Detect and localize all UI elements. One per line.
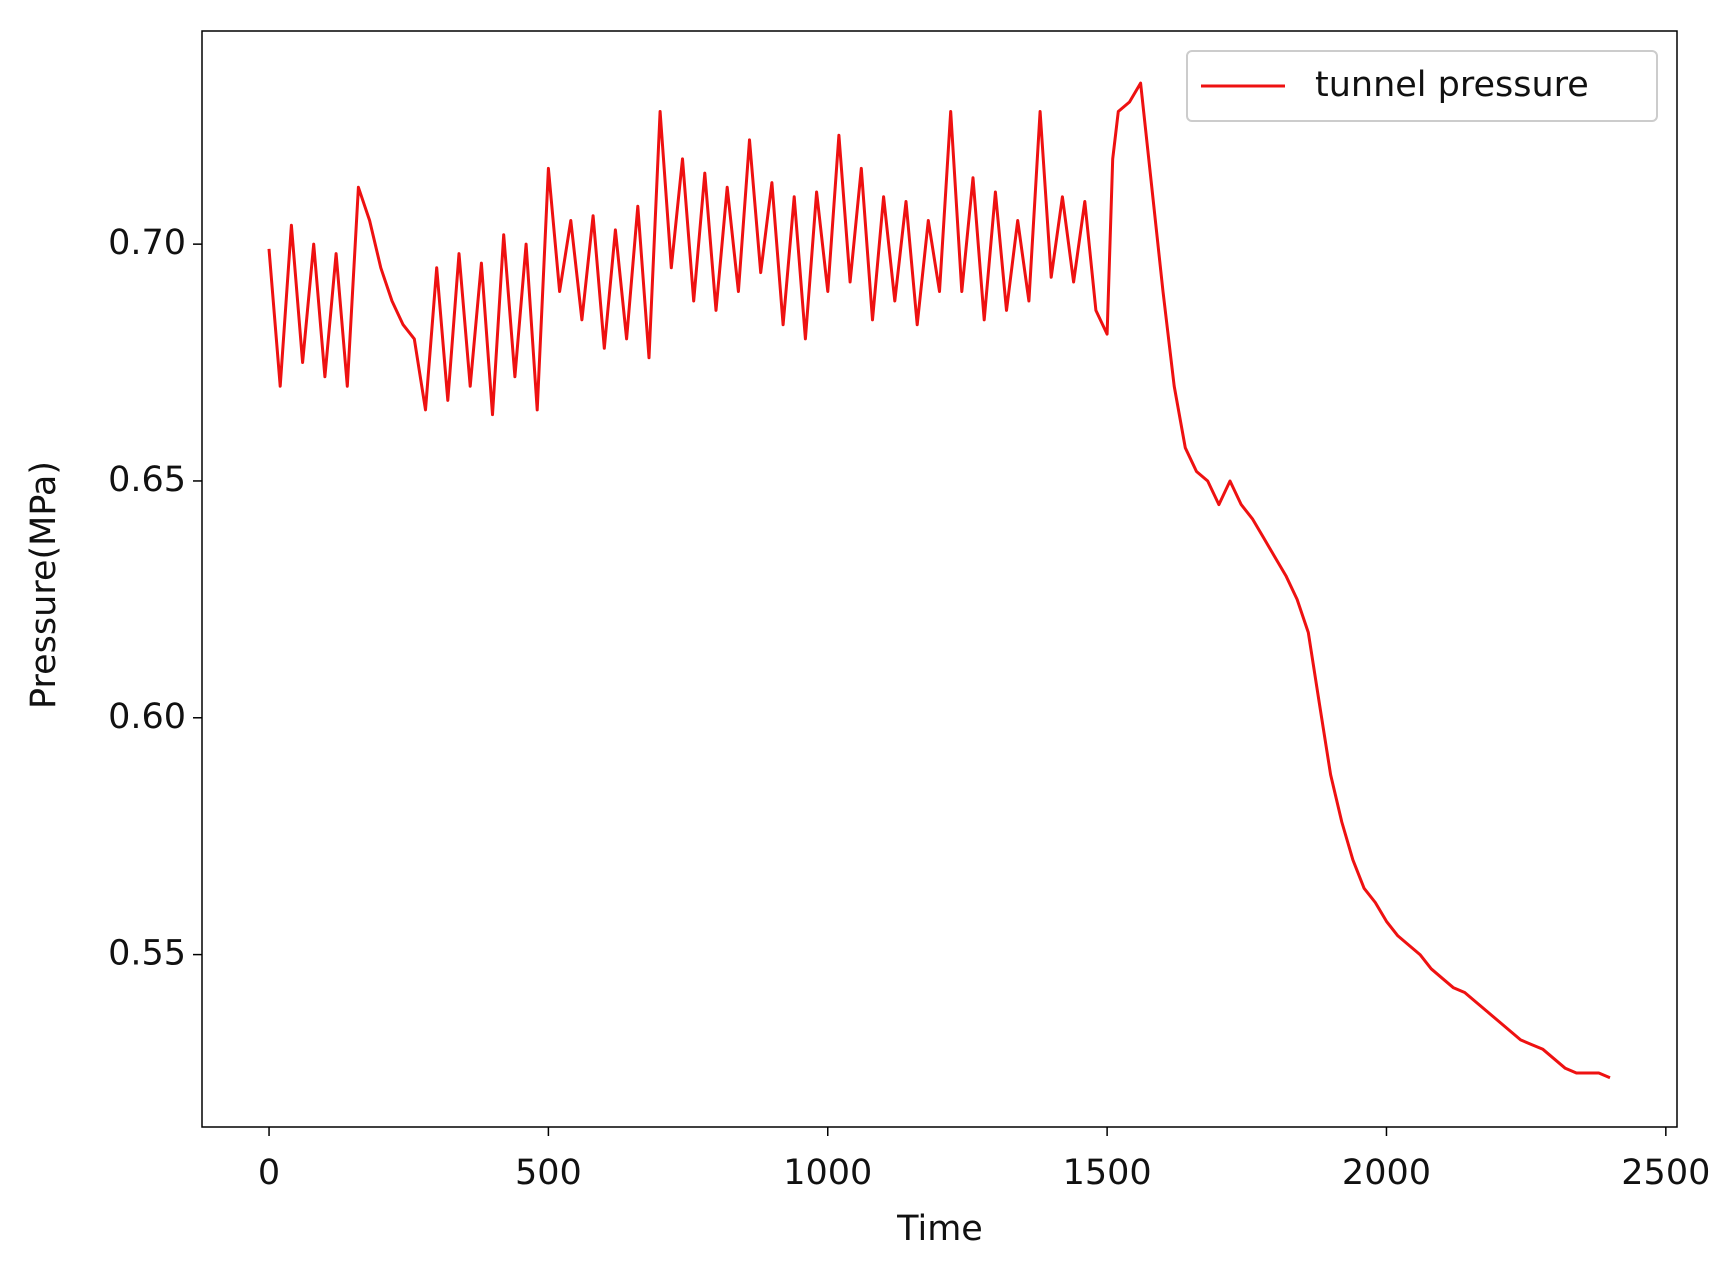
x-tick-label: 500 (515, 1153, 582, 1193)
x-tick-label: 2000 (1342, 1153, 1431, 1193)
plot-frame (201, 30, 1678, 1128)
y-tick-label: 0.55 (108, 934, 186, 974)
x-tick-label: 1000 (783, 1153, 872, 1193)
x-tick-label: 1500 (1063, 1153, 1152, 1193)
x-axis-label: Time (896, 1209, 983, 1249)
y-tick-label: 0.70 (108, 223, 186, 263)
legend-label: tunnel pressure (1315, 65, 1589, 105)
y-axis-label: Pressure(MPa) (24, 461, 64, 709)
line-series (267, 81, 1611, 1080)
x-tick-label: 0 (258, 1153, 280, 1193)
y-tick-label: 0.60 (108, 697, 186, 737)
x-tick-label: 2500 (1621, 1153, 1710, 1193)
legend-box (1186, 50, 1658, 122)
y-tick-label: 0.65 (108, 460, 186, 500)
